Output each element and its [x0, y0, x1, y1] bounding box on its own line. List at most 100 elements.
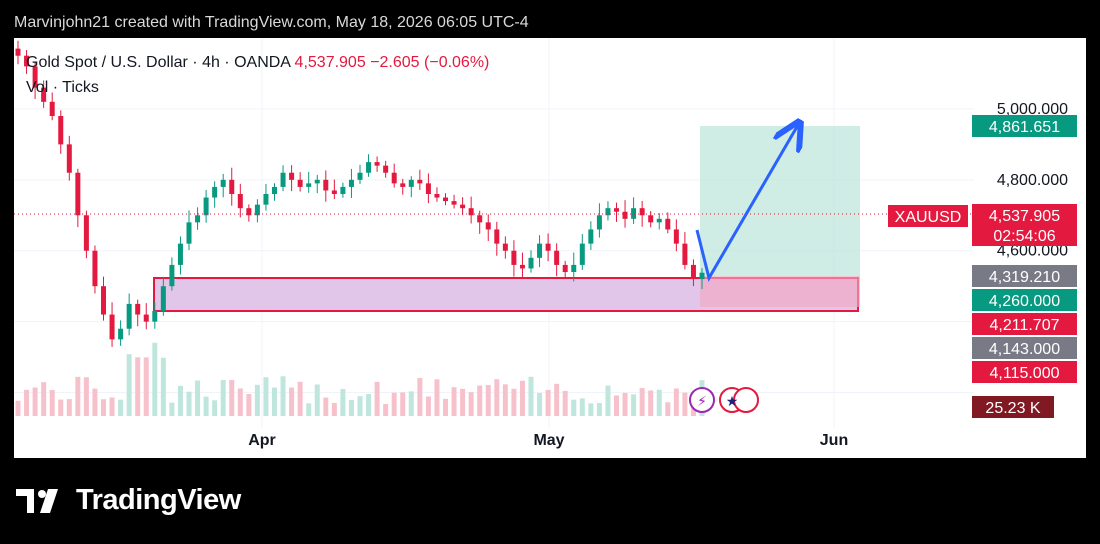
volume-bar [32, 387, 38, 416]
candle [605, 208, 611, 216]
candle [340, 186, 346, 194]
candle [537, 243, 543, 258]
y-tick-label: 4,800.000 [997, 172, 1068, 189]
candle [263, 194, 269, 205]
volume-bar [434, 379, 440, 416]
volume-bar [425, 396, 431, 416]
price-label: 4,861.651 [989, 119, 1060, 136]
chart-panel[interactable]: ⚡ ★ 5,000.0004,800.0004,600.0004,400.000… [14, 38, 1086, 458]
countdown-label-bg [972, 224, 1077, 246]
candle [485, 222, 491, 230]
candle [451, 201, 457, 205]
volume-bar [374, 381, 380, 416]
price-label: 4,115.000 [990, 365, 1060, 382]
candle [528, 257, 534, 269]
volume-bar [118, 399, 124, 416]
candle [673, 229, 679, 244]
candle [75, 172, 81, 216]
symbol-legend: Gold Spot / U.S. Dollar · 4h · OANDA 4,5… [26, 54, 489, 72]
volume-bar [673, 388, 679, 416]
event-icons[interactable]: ⚡ ★ [689, 387, 759, 413]
candle [648, 215, 654, 223]
candle [425, 183, 431, 194]
price-change: −2.605 (−0.06%) [370, 54, 490, 71]
volume-bar [195, 380, 201, 416]
candle [186, 222, 192, 244]
candle [229, 179, 235, 194]
x-tick-label: Jun [820, 432, 848, 449]
volume-bar [545, 389, 551, 416]
volume-bar [348, 399, 354, 416]
candle [254, 204, 260, 216]
volume-bar [101, 399, 106, 416]
volume-bar [160, 357, 166, 416]
candle [579, 243, 585, 265]
candle [374, 162, 380, 166]
candle [314, 179, 320, 184]
candle [280, 172, 286, 187]
chart-credit: Marvinjohn21 created with TradingView.co… [14, 14, 529, 31]
volume-bar [15, 400, 21, 416]
candle [511, 250, 517, 265]
candle [391, 172, 397, 184]
candle [443, 197, 448, 202]
volume-bar [588, 403, 594, 416]
candle [434, 194, 440, 198]
candle [66, 144, 72, 173]
volume-bar [289, 387, 295, 416]
candle [631, 208, 637, 219]
volume-bar [639, 388, 645, 416]
tradingview-logo: TradingView [16, 484, 241, 517]
us-flag-icon: ★ [726, 393, 739, 409]
volume-bar [24, 389, 30, 416]
volume-bar [665, 402, 671, 416]
price-chart[interactable]: ⚡ ★ 5,000.0004,800.0004,600.0004,400.000… [14, 38, 1086, 458]
candle [596, 215, 602, 230]
candle [41, 87, 47, 102]
volume-bar [66, 399, 72, 416]
x-tick-label: Apr [248, 432, 276, 449]
candle [306, 183, 312, 187]
candle [588, 229, 594, 244]
volume-bar [306, 403, 312, 416]
current-price-label: 4,537.905 [989, 208, 1060, 225]
candle [83, 215, 89, 251]
candle [357, 172, 363, 180]
volume-bar [502, 384, 508, 416]
candle [545, 243, 551, 251]
volume-bar [126, 354, 132, 416]
candle [169, 264, 175, 287]
candle [400, 183, 406, 187]
candle [554, 250, 560, 265]
volume-bar [203, 396, 209, 416]
volume-bar [186, 391, 192, 416]
volume-legend: Vol · Ticks [26, 79, 99, 96]
volume-bar [622, 392, 628, 416]
last-price: 4,537.905 [294, 54, 366, 71]
stop-zone [700, 276, 860, 307]
candle [109, 314, 115, 340]
volume-bar [229, 379, 235, 416]
volume-bar [237, 388, 243, 416]
y-tick-label: 4,600.000 [997, 243, 1068, 260]
volume-bar [400, 392, 406, 416]
volume-bar [519, 380, 525, 416]
volume-bar [485, 385, 491, 416]
volume-bar [682, 392, 688, 416]
candle [383, 165, 389, 173]
candle [49, 101, 55, 116]
candle [246, 208, 252, 216]
volume-bar [443, 398, 448, 416]
price-label-bg [972, 361, 1077, 383]
candle [562, 264, 568, 272]
candle [92, 250, 98, 287]
candle [665, 218, 671, 230]
volume-bar [562, 390, 568, 416]
volume-bar [340, 388, 346, 416]
candle [366, 162, 372, 173]
candle [203, 197, 209, 216]
candle [571, 264, 577, 272]
volume-bar [92, 388, 98, 416]
candle [152, 311, 158, 322]
lightning-icon: ⚡ [697, 393, 707, 409]
